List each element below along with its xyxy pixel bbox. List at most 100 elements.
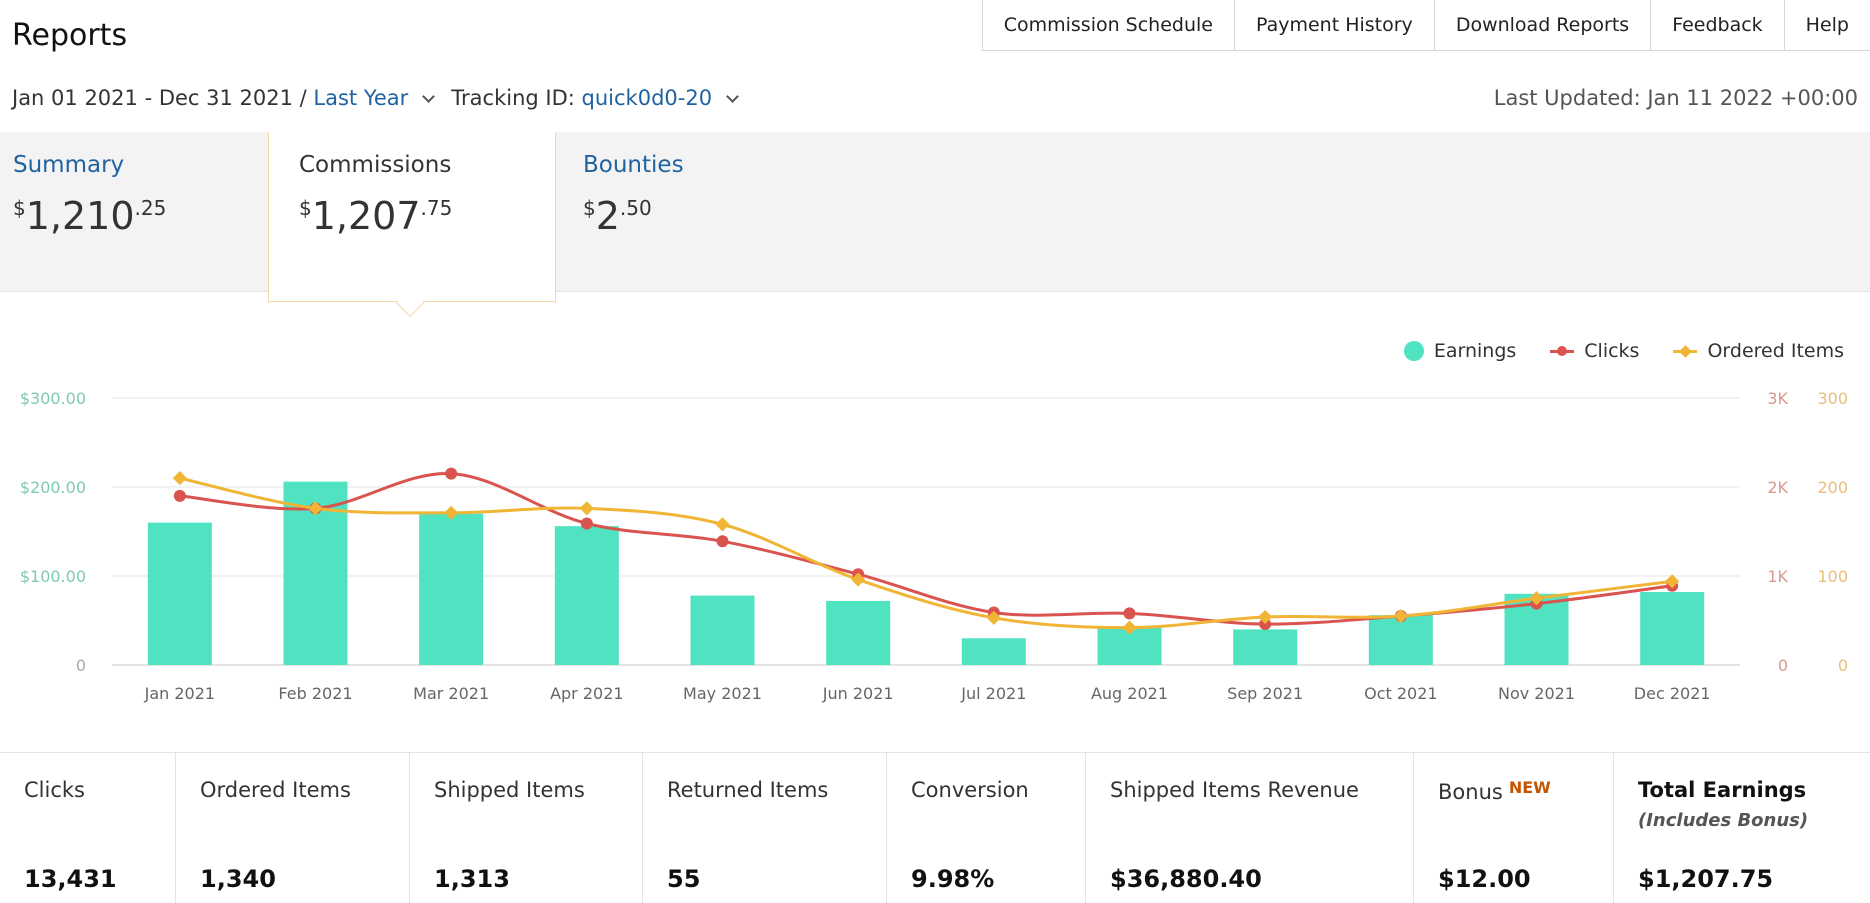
ordered-items-point [444,505,459,520]
right-axis-items-tick-label: 300 [1817,389,1848,408]
payment-history-link[interactable]: Payment History [1235,0,1435,50]
right-axis-clicks-tick-label: 2K [1767,478,1788,497]
period-dropdown[interactable]: Last Year [313,86,409,110]
tab-summary-label: Summary [13,152,125,178]
stat-value: 1,340 [200,865,276,893]
chevron-down-icon[interactable] [726,89,739,103]
ordered-items-point [1258,609,1273,625]
ordered-items-point [1665,574,1680,589]
feedback-link[interactable]: Feedback [1651,0,1785,50]
report-tabs: Summary $1,210.25 Commissions $1,207.75 … [0,132,1870,302]
chart-legend: Earnings Clicks Ordered Items [1370,340,1844,362]
x-axis-tick-label: May 2021 [683,684,762,703]
date-range-text: Jan 01 2021 - Dec 31 2021 / [12,86,307,110]
stat-clicks: Clicks 13,431 [0,753,176,903]
stat-label: Total Earnings [1638,778,1807,802]
stat-value: 13,431 [24,865,117,893]
ordered-items-point [715,517,730,532]
help-link[interactable]: Help [1805,14,1849,36]
earnings-bar [690,595,755,665]
tab-summary[interactable]: Summary $1,210.25 [0,132,268,292]
stat-sub-label: (Includes Bonus) [1638,810,1809,831]
legend-clicks-label: Clicks [1584,340,1640,362]
stat-bonus: Bonus NEW $12.00 [1414,753,1614,903]
right-axis-items-tick-label: 100 [1817,567,1848,586]
tab-bounties-label: Bounties [583,152,684,178]
ordered-items-line [179,476,1673,630]
stat-ordered-items: Ordered Items 1,340 [176,753,410,903]
top-nav: Commission Schedule Payment History Down… [981,0,1870,51]
ordered-items-point [1529,591,1544,606]
stat-shipped-items-revenue: Shipped Items Revenue $36,880.40 [1086,753,1414,903]
tab-commissions[interactable]: Commissions $1,207.75 [268,132,556,302]
stat-shipped-items: Shipped Items 1,313 [410,753,643,903]
tracking-id-dropdown[interactable]: quick0d0-20 [581,86,713,110]
earnings-bar [961,638,1026,665]
legend-earnings[interactable]: Earnings [1403,340,1517,362]
ordered-items-point [1393,608,1408,624]
stat-value: 55 [667,865,701,893]
clicks-point [1123,607,1136,620]
tab-summary-value: $1,210.25 [13,194,167,238]
download-reports-link[interactable]: Download Reports [1435,0,1652,50]
stat-value: 9.98% [911,865,995,893]
earnings-bar [1233,629,1298,665]
legend-ordered-items-label: Ordered Items [1707,340,1844,362]
earnings-bar [826,600,891,665]
tab-commissions-label: Commissions [299,152,452,178]
tracking-id-label: Tracking ID: [451,86,575,110]
clicks-point [173,489,186,502]
clicks-point [716,535,729,548]
x-axis-tick-label: Sep 2021 [1227,684,1303,703]
stat-label: Shipped Items [434,778,585,802]
ordered-items-swatch-icon [1673,344,1698,358]
ordered-items-point [986,610,1001,625]
stat-value: $36,880.40 [1110,865,1262,893]
ordered-items-point [308,501,323,516]
ordered-items-point [1122,620,1137,635]
last-updated-text: Last Updated: Jan 11 2022 +00:00 [1493,86,1858,110]
earnings-bar [1368,615,1433,665]
clicks-point [1259,618,1272,631]
legend-clicks[interactable]: Clicks [1550,340,1639,362]
x-axis-tick-label: Nov 2021 [1498,684,1575,703]
earnings-swatch-icon [1403,341,1424,361]
right-axis-items-tick-label: 200 [1817,478,1848,497]
chevron-down-icon[interactable] [422,89,436,103]
new-badge: NEW [1508,778,1551,797]
stat-total-earnings: Total Earnings (Includes Bonus) $1,207.7… [1614,753,1870,903]
x-axis-tick-label: Jul 2021 [960,684,1026,703]
earnings-bar [147,522,212,665]
x-axis-tick-label: Aug 2021 [1091,684,1168,703]
legend-ordered-items[interactable]: Ordered Items [1673,340,1844,362]
ordered-items-point [851,572,866,587]
tab-bounties[interactable]: Bounties $2.50 [570,132,870,292]
stat-label: Ordered Items [200,778,351,802]
legend-earnings-label: Earnings [1433,340,1517,362]
x-axis-tick-label: Oct 2021 [1364,684,1437,703]
ordered-items-point [172,471,187,486]
filter-row: Jan 01 2021 - Dec 31 2021 / Last Year Tr… [12,86,755,110]
left-axis-tick-label: 0 [76,656,86,675]
stats-bar: Clicks 13,431 Ordered Items 1,340 Shippe… [0,752,1870,903]
earnings-bar [419,513,484,665]
left-axis-tick-label: $200.00 [20,478,86,497]
commission-schedule-link[interactable]: Commission Schedule [983,0,1235,50]
left-axis-tick-label: $100.00 [20,567,86,586]
stat-conversion: Conversion 9.98% [887,753,1086,903]
stat-value: $1,207.75 [1638,865,1774,893]
right-axis-clicks-tick-label: 0 [1778,656,1788,675]
ordered-items-point [579,501,594,516]
earnings-bar [554,526,619,665]
clicks-swatch-icon [1550,345,1575,356]
x-axis-tick-label: Feb 2021 [278,684,352,703]
left-axis-tick-label: $300.00 [20,389,86,408]
tab-bounties-value: $2.50 [583,194,652,238]
clicks-point [445,467,458,480]
x-axis-tick-label: Jan 2021 [144,684,215,703]
earnings-chart: 0 0 0 $100.00 1K 100 $200.00 2K 200 $300.00 3K 300 J… [20,389,1848,703]
stat-label: Clicks [24,778,85,802]
right-axis-clicks-tick-label: 1K [1767,567,1788,586]
x-axis-tick-label: Jun 2021 [822,684,894,703]
earnings-bar [1640,592,1705,665]
